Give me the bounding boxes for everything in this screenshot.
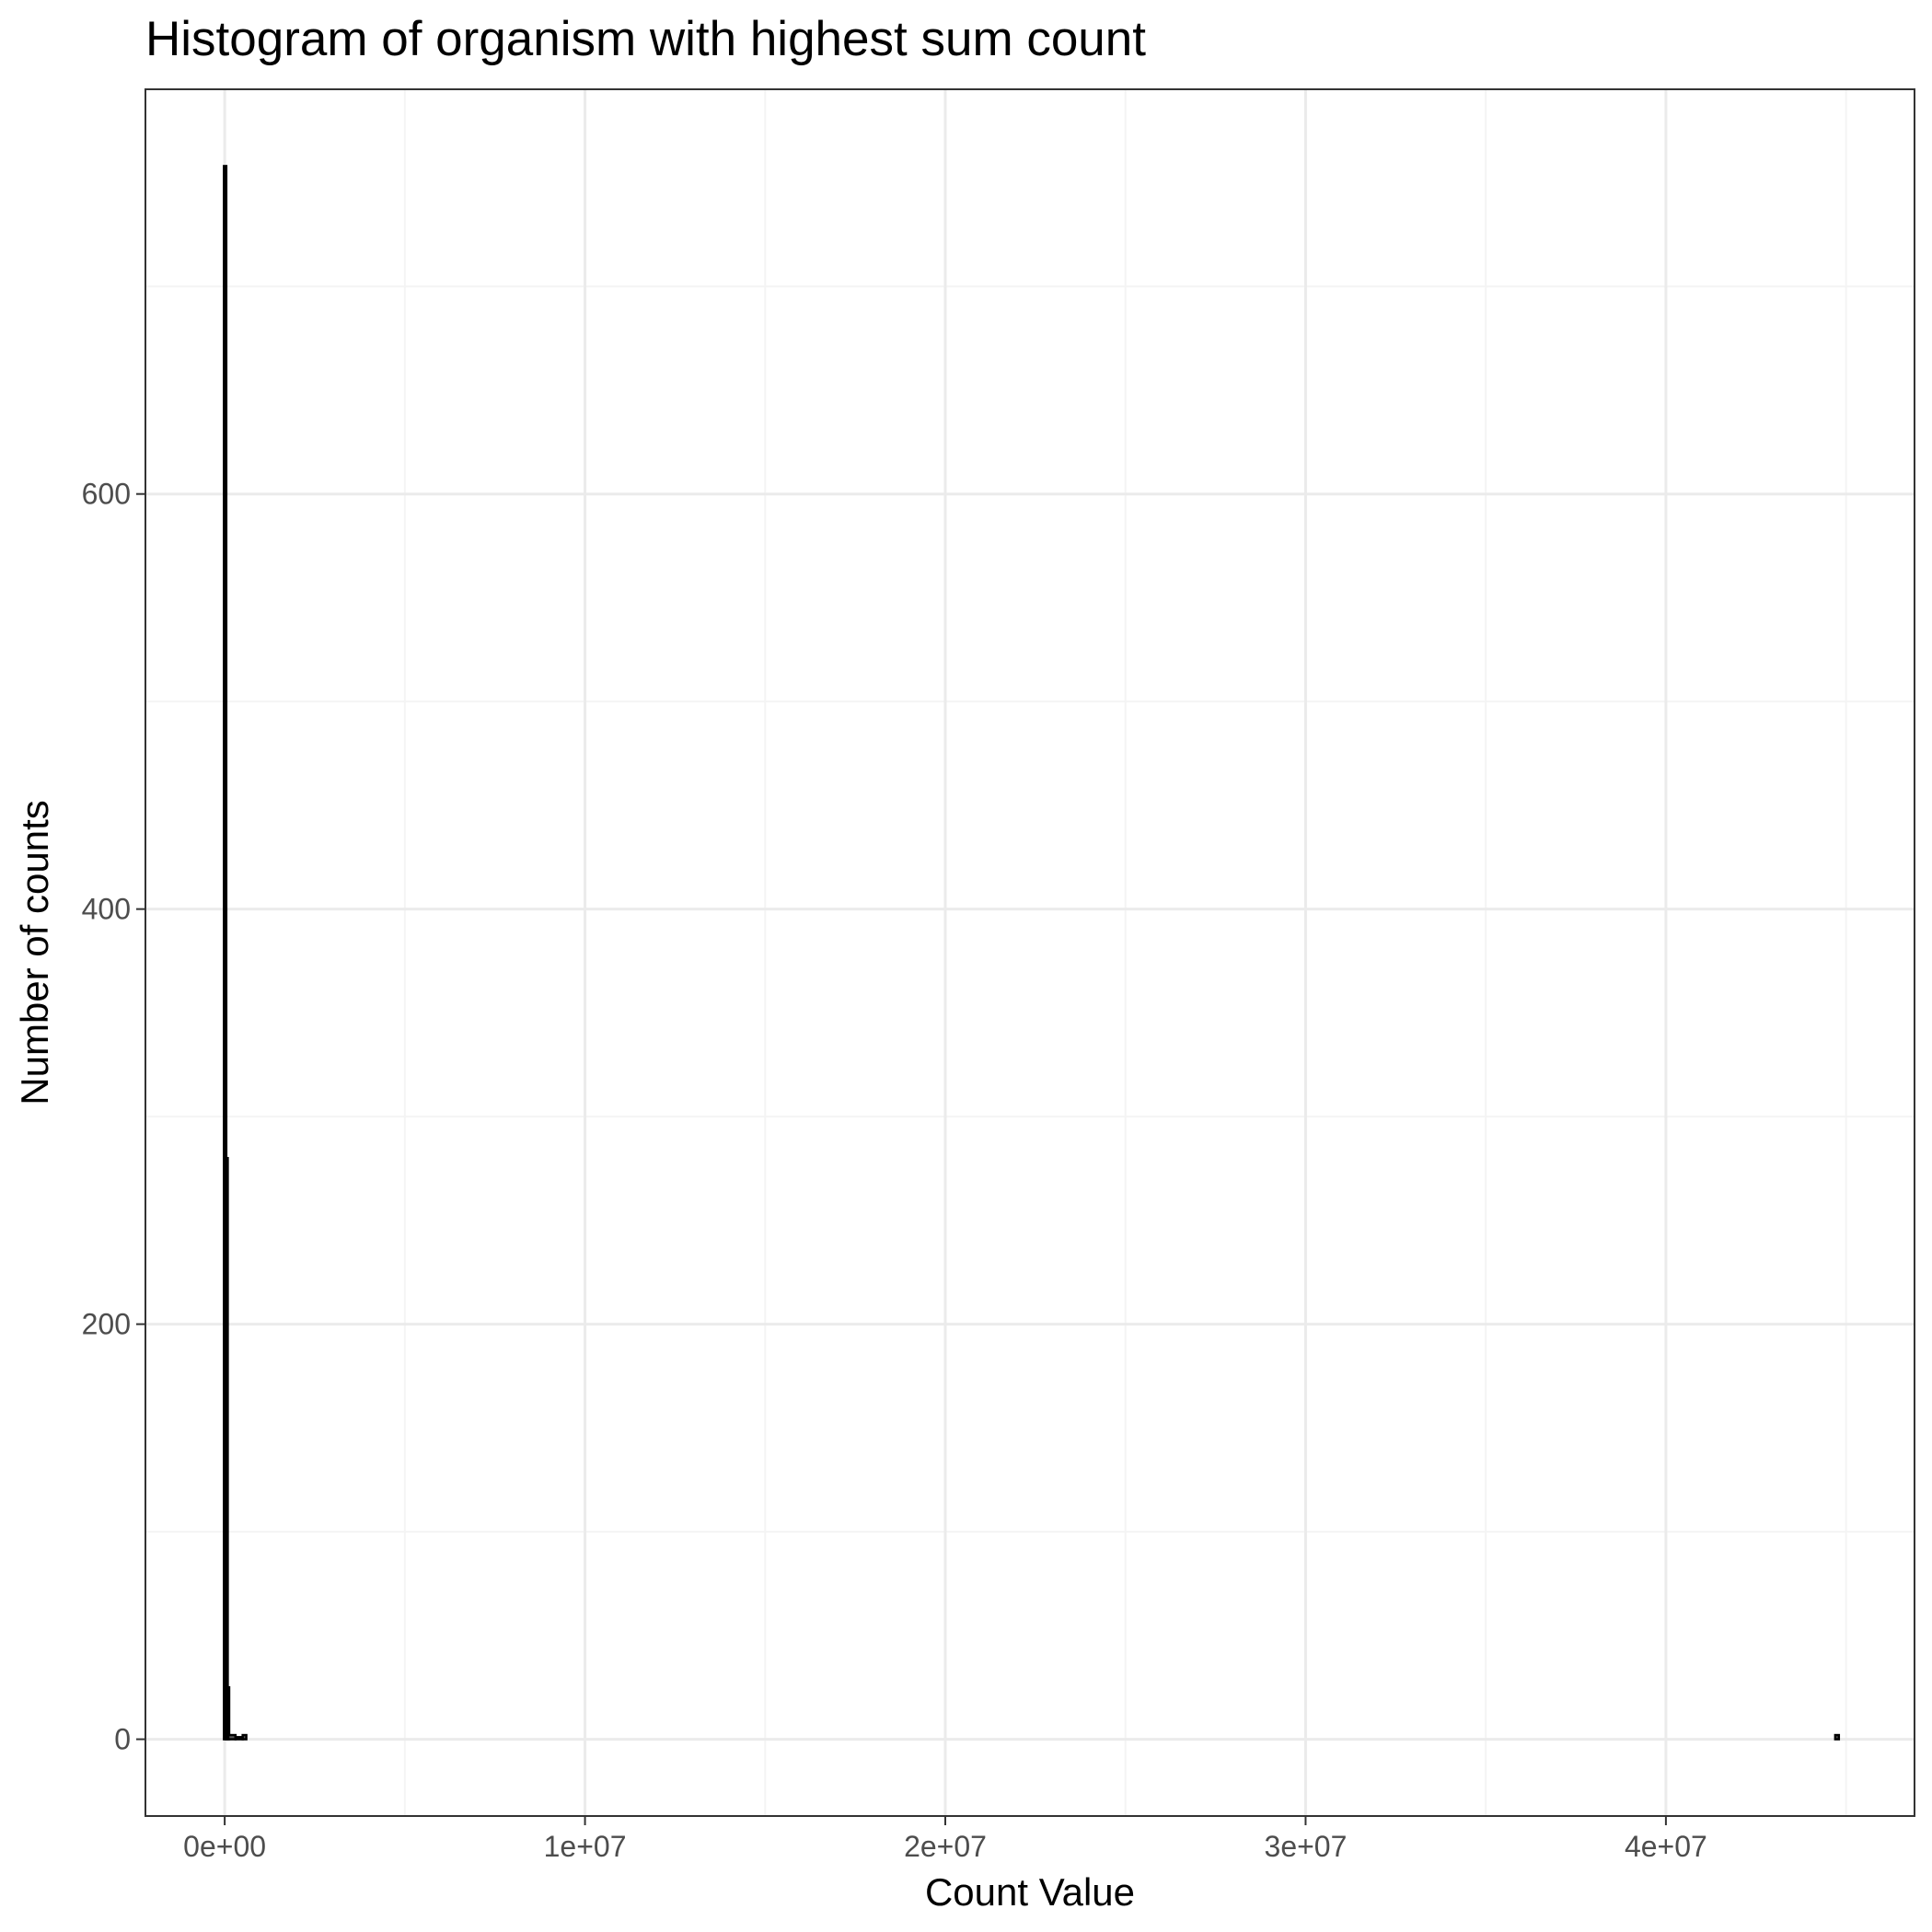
- chart-title: Histogram of organism with highest sum c…: [145, 12, 1146, 66]
- x-tick-label: 1e+07: [544, 1830, 627, 1863]
- histogram-bar: [241, 1733, 248, 1741]
- y-tick-label: 400: [82, 893, 131, 926]
- panel-border: [145, 88, 1915, 1817]
- histogram-bars: [223, 165, 1841, 1741]
- y-axis: 0 200 400 600: [82, 478, 145, 1756]
- minor-gridlines: [145, 89, 1915, 1816]
- histogram-bar: [226, 1685, 231, 1741]
- plot-panel: [145, 89, 1915, 1816]
- x-tick-label: 2e+07: [904, 1830, 987, 1863]
- y-tick-label: 600: [82, 478, 131, 511]
- histogram-bar: [1834, 1733, 1841, 1741]
- x-axis: 0e+00 1e+07 2e+07 3e+07 4e+07: [183, 1816, 1707, 1863]
- x-tick-label: 3e+07: [1265, 1830, 1348, 1863]
- x-tick-label: 4e+07: [1625, 1830, 1707, 1863]
- y-axis-title: Number of counts: [13, 800, 56, 1105]
- histogram-bar: [224, 1156, 229, 1741]
- y-tick-label: 0: [114, 1723, 131, 1756]
- x-tick-label: 0e+00: [183, 1830, 266, 1863]
- x-axis-title: Count Value: [925, 1870, 1135, 1914]
- y-tick-label: 200: [82, 1308, 131, 1341]
